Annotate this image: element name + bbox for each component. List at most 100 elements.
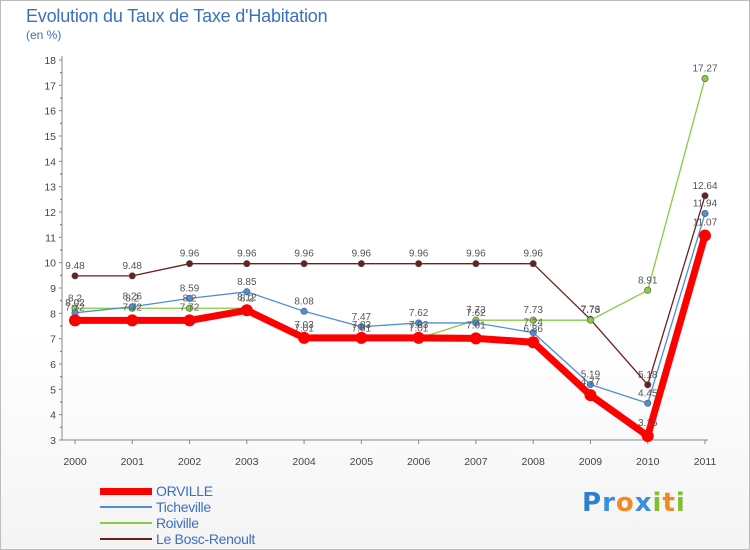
data-label-ticheville: 11.94 bbox=[693, 199, 718, 210]
data-point-ticheville bbox=[415, 319, 423, 327]
data-point-orville bbox=[641, 429, 654, 442]
data-point-orville bbox=[183, 314, 196, 327]
logo-letter: t bbox=[662, 488, 676, 518]
data-label-orville: 7.72 bbox=[180, 302, 200, 313]
legend-label: ORVILLE bbox=[156, 483, 213, 499]
data-point-le-bosc-renoult bbox=[300, 260, 308, 268]
logo-letter: P bbox=[582, 488, 603, 518]
data-label-orville: 4.77 bbox=[581, 377, 601, 388]
data-label-orville: 3.16 bbox=[638, 418, 658, 429]
y-tick-label: 11 bbox=[45, 232, 56, 244]
data-label-le-bosc-renoult: 9.96 bbox=[352, 249, 372, 260]
data-point-roiville bbox=[186, 304, 194, 312]
y-tick-label: 15 bbox=[44, 131, 56, 143]
x-tick-label: 2005 bbox=[350, 456, 374, 468]
data-label-ticheville: 5.19 bbox=[581, 370, 601, 381]
data-label-roiville: 8.2 bbox=[183, 293, 197, 304]
data-label-orville: 8.12 bbox=[237, 292, 257, 303]
data-label-roiville: 7.73 bbox=[466, 305, 486, 316]
data-label-ticheville: 8.08 bbox=[294, 296, 314, 307]
x-tick-label: 2006 bbox=[407, 456, 431, 468]
x-tick-label: 2002 bbox=[178, 456, 202, 468]
x-tick-label: 2003 bbox=[235, 456, 259, 468]
data-point-le-bosc-renoult bbox=[357, 260, 365, 268]
data-point-roiville bbox=[701, 74, 709, 82]
x-tick-label: 2001 bbox=[121, 456, 145, 468]
logo-letter: r bbox=[602, 488, 616, 518]
legend-label: Le Bosc-Renoult bbox=[156, 531, 256, 547]
data-point-ticheville bbox=[128, 303, 136, 311]
data-point-ticheville bbox=[243, 288, 251, 296]
chart-subtitle: (en %) bbox=[26, 28, 62, 42]
x-tick-label: 2007 bbox=[464, 456, 488, 468]
y-tick-label: 18 bbox=[44, 55, 56, 67]
logo-letter: i bbox=[675, 488, 686, 518]
logo-letter: o bbox=[615, 488, 635, 518]
data-label-orville: 6.86 bbox=[523, 324, 543, 335]
x-tick-label: 2004 bbox=[292, 456, 316, 468]
data-label-roiville: 8.2 bbox=[125, 293, 139, 304]
data-point-roiville bbox=[644, 286, 652, 294]
legend-swatch bbox=[100, 522, 152, 524]
y-tick-label: 12 bbox=[44, 207, 56, 219]
data-label-roiville: 7.01 bbox=[352, 323, 372, 334]
y-tick-label: 4 bbox=[50, 410, 56, 422]
data-label-orville: 7.03 bbox=[352, 320, 372, 331]
data-point-orville bbox=[469, 332, 482, 345]
data-point-ticheville bbox=[186, 294, 194, 302]
data-label-roiville: 7.73 bbox=[523, 305, 543, 316]
data-label-layer: 9.48 9.48 9.96 9.96 9.96 9.96 9.96 9.96 9.96 7.76… bbox=[65, 63, 718, 428]
data-label-ticheville: 7.62 bbox=[466, 308, 486, 319]
x-tick-label: 2011 bbox=[694, 456, 717, 468]
x-tick-label: 2000 bbox=[63, 456, 87, 468]
data-label-le-bosc-renoult: 9.48 bbox=[123, 261, 143, 272]
data-point-le-bosc-renoult bbox=[186, 260, 194, 268]
legend-label: Ticheville bbox=[156, 499, 211, 515]
logo-letter: i bbox=[652, 488, 663, 518]
legend-swatch bbox=[100, 538, 152, 540]
data-label-ticheville: 8.85 bbox=[237, 277, 257, 288]
y-tick-label: 7 bbox=[50, 334, 56, 346]
data-point-ticheville bbox=[357, 323, 365, 331]
data-point-orville bbox=[584, 389, 597, 402]
data-point-le-bosc-renoult bbox=[644, 381, 652, 389]
data-point-orville bbox=[69, 314, 81, 327]
data-label-le-bosc-renoult: 7.76 bbox=[581, 304, 601, 315]
x-tick-label: 2010 bbox=[636, 456, 660, 468]
y-tick-label: 16 bbox=[44, 106, 56, 118]
data-label-orville: 7.72 bbox=[65, 302, 85, 313]
data-point-ticheville bbox=[701, 210, 709, 218]
legend-swatch bbox=[100, 488, 152, 495]
data-point-orville bbox=[412, 331, 425, 344]
data-label-roiville: 7.01 bbox=[294, 323, 314, 334]
data-point-ticheville bbox=[300, 307, 308, 315]
data-point-orville bbox=[126, 314, 139, 327]
data-label-le-bosc-renoult: 12.64 bbox=[692, 181, 717, 192]
data-label-orville: 7.03 bbox=[294, 320, 314, 331]
y-tick-label: 14 bbox=[44, 156, 56, 168]
data-label-ticheville: 4.45 bbox=[638, 388, 658, 399]
data-point-orville bbox=[527, 336, 540, 349]
proxiti-logo: Proxiti bbox=[582, 488, 686, 518]
data-label-orville: 7.03 bbox=[409, 320, 429, 331]
series-line-roiville bbox=[75, 78, 706, 340]
data-label-le-bosc-renoult: 9.96 bbox=[466, 249, 486, 260]
y-tick-label: 13 bbox=[44, 182, 56, 194]
data-label-ticheville: 7.47 bbox=[352, 312, 372, 323]
data-label-ticheville: 7.62 bbox=[409, 308, 429, 319]
x-tick-label: 2008 bbox=[522, 456, 546, 468]
series-layer bbox=[69, 74, 711, 442]
data-label-ticheville: 8.26 bbox=[123, 292, 143, 303]
data-point-le-bosc-renoult bbox=[701, 192, 709, 200]
data-point-le-bosc-renoult bbox=[529, 260, 537, 268]
data-point-orville bbox=[240, 304, 253, 317]
data-label-roiville: 8.2 bbox=[240, 293, 254, 304]
data-point-ticheville bbox=[529, 329, 537, 337]
y-tick-label: 8 bbox=[50, 308, 56, 320]
series-line-ticheville bbox=[74, 213, 706, 404]
data-label-roiville: 8.2 bbox=[68, 293, 82, 304]
data-label-orville: 11.07 bbox=[693, 218, 718, 229]
series-line-orville bbox=[75, 234, 709, 440]
